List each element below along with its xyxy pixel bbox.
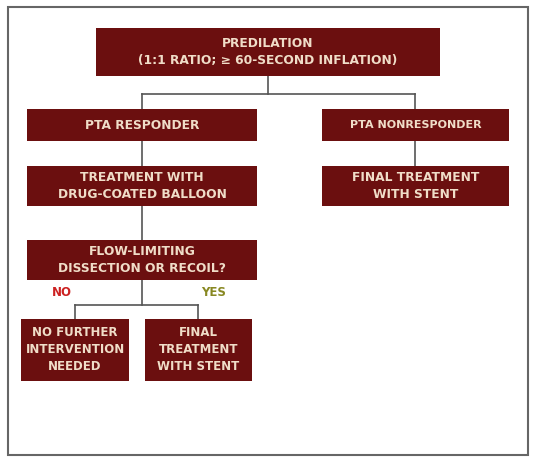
- Text: PREDILATION
(1:1 RATIO; ≥ 60-SECOND INFLATION): PREDILATION (1:1 RATIO; ≥ 60-SECOND INFL…: [138, 37, 398, 67]
- FancyBboxPatch shape: [27, 240, 257, 280]
- Text: FLOW-LIMITING
DISSECTION OR RECOIL?: FLOW-LIMITING DISSECTION OR RECOIL?: [58, 245, 226, 275]
- Text: PTA NONRESPONDER: PTA NONRESPONDER: [349, 120, 481, 130]
- Text: FINAL
TREATMENT
WITH STENT: FINAL TREATMENT WITH STENT: [157, 327, 240, 373]
- FancyBboxPatch shape: [145, 319, 252, 381]
- Text: TREATMENT WITH
DRUG-COATED BALLOON: TREATMENT WITH DRUG-COATED BALLOON: [57, 171, 227, 201]
- FancyBboxPatch shape: [322, 109, 509, 141]
- Text: YES: YES: [201, 286, 226, 299]
- Text: FINAL TREATMENT
WITH STENT: FINAL TREATMENT WITH STENT: [352, 171, 479, 201]
- FancyBboxPatch shape: [21, 319, 129, 381]
- Text: NO FURTHER
INTERVENTION
NEEDED: NO FURTHER INTERVENTION NEEDED: [25, 327, 125, 373]
- FancyBboxPatch shape: [96, 28, 440, 76]
- FancyBboxPatch shape: [322, 166, 509, 206]
- FancyBboxPatch shape: [27, 166, 257, 206]
- Text: NO: NO: [53, 286, 72, 299]
- Text: PTA RESPONDER: PTA RESPONDER: [85, 119, 199, 132]
- FancyBboxPatch shape: [27, 109, 257, 141]
